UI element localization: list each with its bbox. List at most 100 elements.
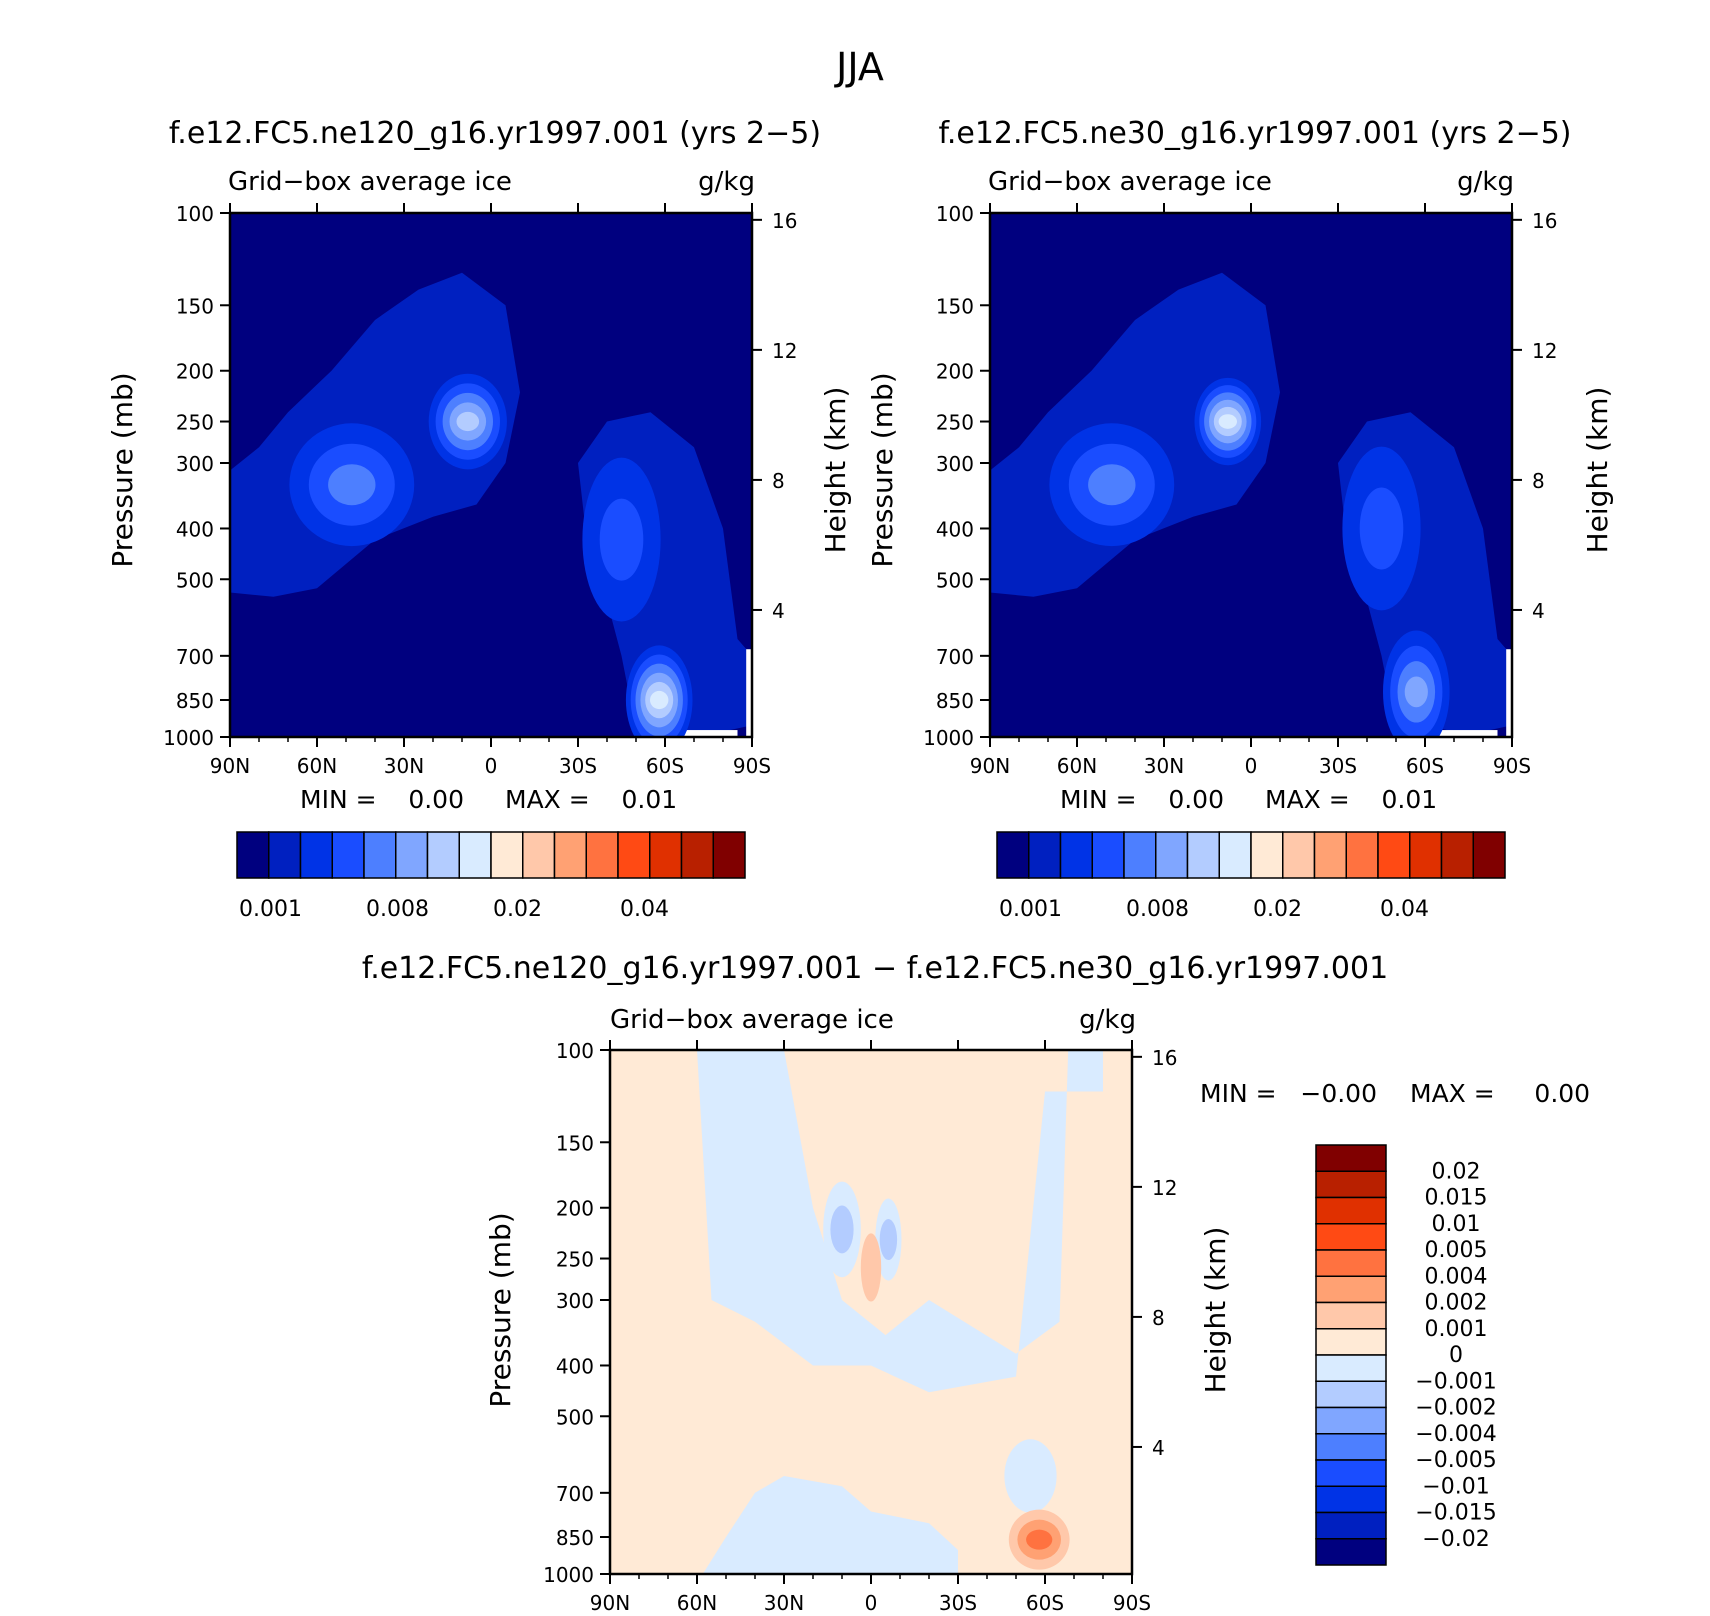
y-tick-label: 850	[176, 689, 214, 713]
x-tick-label: 0	[1245, 754, 1258, 778]
colorbar-label: −0.001	[1415, 1369, 1496, 1394]
colorbar-swatch	[1315, 1249, 1387, 1277]
colorbar-label: 0.005	[1425, 1238, 1488, 1263]
x-tick-label: 60N	[297, 754, 337, 778]
colorbar-swatch	[1315, 1485, 1387, 1514]
y-tick-label: 100	[176, 202, 214, 226]
y2-tick-label: 4	[1532, 599, 1545, 623]
negative-region	[702, 1476, 958, 1574]
colorbar-label: 0.02	[1253, 897, 1302, 922]
y-tick-label: 700	[556, 1482, 594, 1506]
panel-ne30: f.e12.FC5.ne30_g16.yr1997.001 (yrs 2−5) …	[866, 116, 1614, 922]
y-tick-label: 1000	[163, 726, 214, 750]
missing-data-mask	[746, 649, 752, 737]
colorbar-swatch	[395, 831, 429, 879]
y-tick-label: 200	[556, 1197, 594, 1221]
y-tick-label: 500	[176, 568, 214, 592]
contour-level-5	[1404, 676, 1428, 708]
y-tick-label: 300	[936, 452, 974, 476]
colorbar-swatch	[1472, 831, 1506, 879]
y-axis-label: Pressure (mb)	[106, 372, 139, 567]
colorbar-swatch	[1440, 831, 1474, 879]
y2-axis-label: Height (km)	[1581, 387, 1614, 554]
y-tick-label: 200	[176, 360, 214, 384]
colorbar-swatch	[1123, 831, 1157, 879]
colorbar-swatch	[1091, 831, 1125, 879]
colorbar-label: 0.002	[1425, 1291, 1488, 1316]
colorbar-swatch	[1377, 831, 1411, 879]
y-tick-label: 150	[936, 294, 974, 318]
y2-tick-label: 16	[1532, 209, 1557, 233]
y-tick-label: 400	[936, 517, 974, 541]
x-tick-label: 30S	[559, 754, 597, 778]
colorbar-swatch	[1315, 1275, 1387, 1304]
y-tick-label: 400	[556, 1354, 594, 1378]
colorbar-swatch	[1315, 1196, 1387, 1225]
colorbar-swatch	[1186, 831, 1220, 879]
colorbar-label: −0.015	[1415, 1501, 1496, 1526]
colorbar-swatch	[363, 831, 397, 879]
colorbar-label: 0.004	[1425, 1264, 1488, 1289]
panel-difference: f.e12.FC5.ne120_g16.yr1997.001 − f.e12.F…	[362, 951, 1590, 1615]
colorbar-swatch	[1250, 831, 1284, 879]
colorbar-swatch	[649, 831, 683, 879]
x-tick-label: 30S	[1319, 754, 1357, 778]
y2-tick-label: 16	[772, 209, 797, 233]
contour-level-6	[879, 1219, 898, 1261]
colorbar-label: 0.01	[1432, 1212, 1481, 1237]
y-tick-label: 100	[936, 202, 974, 226]
missing-data-mask	[1506, 649, 1512, 737]
x-tick-label: 30N	[764, 1591, 804, 1615]
y2-tick-label: 4	[772, 599, 785, 623]
min-label: MIN = 0.00	[1060, 785, 1224, 814]
x-tick-label: 30N	[1144, 754, 1184, 778]
x-tick-label: 90S	[1113, 1591, 1151, 1615]
contour-level-7	[650, 690, 669, 710]
contour-level-4	[1088, 464, 1136, 506]
colorbar-swatch	[1315, 1511, 1387, 1540]
colorbar-label: 0.02	[493, 897, 542, 922]
contour-level-4	[328, 464, 376, 506]
units-label: g/kg	[698, 167, 755, 197]
colorbar-swatch	[1028, 831, 1062, 879]
figure-title: JJA	[834, 45, 884, 89]
colorbar-swatch	[268, 831, 302, 879]
y-tick-label: 250	[556, 1248, 594, 1272]
y-tick-label: 1000	[923, 726, 974, 750]
y2-axis-label: Height (km)	[819, 387, 852, 554]
colorbar-swatch	[490, 831, 524, 879]
colorbar-swatch	[1315, 1538, 1387, 1566]
y-tick-label: 1000	[543, 1563, 594, 1587]
missing-data-mask	[1396, 730, 1498, 737]
colorbar-label: 0.008	[1126, 897, 1189, 922]
contour-level-6	[830, 1205, 854, 1254]
colorbar-swatch	[1315, 1459, 1387, 1487]
colorbar-swatch	[331, 831, 365, 879]
max-label: MAX = 0.01	[505, 785, 677, 814]
y2-tick-label: 12	[772, 339, 797, 363]
colorbar-swatch	[1315, 1380, 1387, 1409]
colorbar-swatch	[1409, 831, 1443, 879]
colorbar-swatch	[617, 831, 651, 879]
contour-level-3	[1359, 487, 1404, 570]
min-label: MIN = −0.00	[1200, 1079, 1377, 1108]
y-tick-label: 700	[936, 645, 974, 669]
x-tick-label: 90N	[590, 1591, 630, 1615]
colorbar-swatch	[585, 831, 619, 879]
x-tick-label: 60N	[677, 1591, 717, 1615]
units-label: g/kg	[1457, 167, 1514, 197]
x-tick-label: 60S	[646, 754, 684, 778]
colorbar-label: −0.004	[1415, 1422, 1496, 1447]
y-tick-label: 400	[176, 517, 214, 541]
colorbar-swatch	[553, 831, 587, 879]
colorbar-swatch	[1345, 831, 1379, 879]
y2-tick-label: 16	[1152, 1046, 1177, 1070]
y-axis-label: Pressure (mb)	[484, 1212, 517, 1407]
x-tick-label: 0	[865, 1591, 878, 1615]
colorbar-swatch	[299, 831, 333, 879]
colorbar-swatch	[522, 831, 556, 879]
y-tick-label: 300	[556, 1289, 594, 1313]
colorbar-label: −0.01	[1422, 1474, 1489, 1499]
x-tick-label: 30S	[939, 1591, 977, 1615]
colorbar-swatch	[1315, 1144, 1387, 1172]
